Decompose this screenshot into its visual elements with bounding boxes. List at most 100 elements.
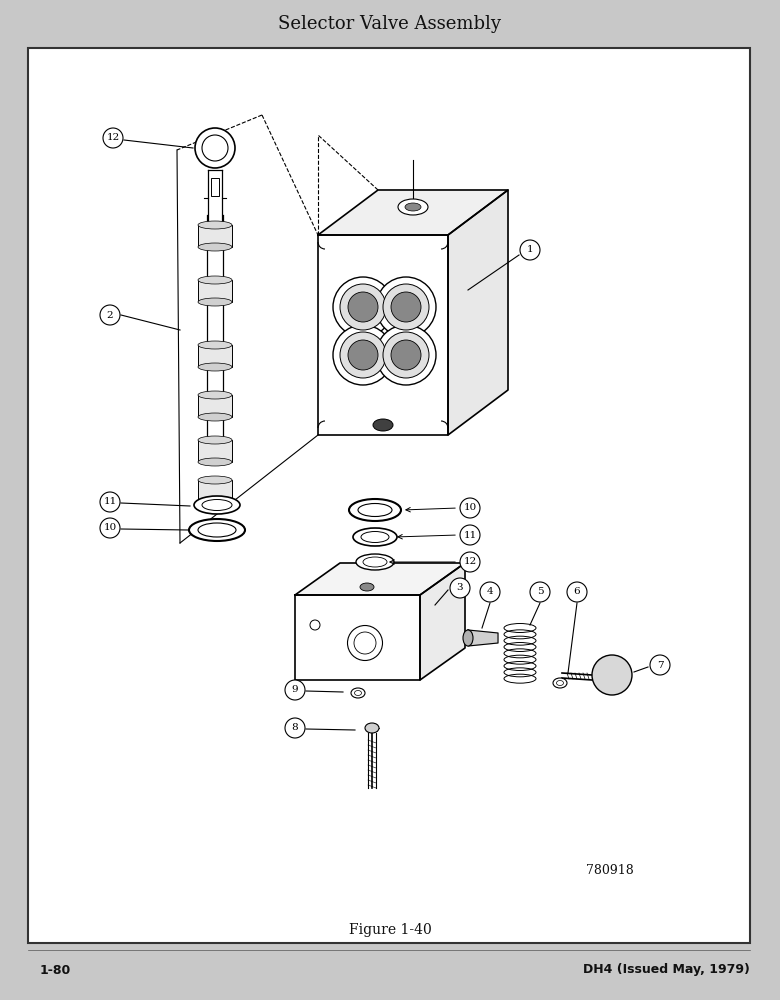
- Ellipse shape: [349, 499, 401, 521]
- Circle shape: [333, 277, 393, 337]
- Text: 10: 10: [104, 524, 117, 532]
- Ellipse shape: [198, 391, 232, 399]
- Circle shape: [348, 340, 378, 370]
- Ellipse shape: [356, 554, 394, 570]
- Ellipse shape: [351, 688, 365, 698]
- Circle shape: [310, 620, 320, 630]
- Ellipse shape: [553, 678, 567, 688]
- Circle shape: [530, 582, 550, 602]
- Ellipse shape: [348, 626, 382, 660]
- Text: 5: 5: [537, 587, 544, 596]
- Ellipse shape: [373, 419, 393, 431]
- Bar: [198, 480, 232, 502]
- Circle shape: [333, 325, 393, 385]
- Text: 2: 2: [107, 310, 113, 320]
- Circle shape: [103, 128, 123, 148]
- Text: Selector Valve Assembly: Selector Valve Assembly: [278, 15, 502, 33]
- Ellipse shape: [198, 243, 232, 251]
- Circle shape: [100, 518, 120, 538]
- Ellipse shape: [202, 499, 232, 510]
- Ellipse shape: [365, 723, 379, 733]
- Text: 9: 9: [292, 686, 298, 694]
- Text: 7: 7: [657, 660, 663, 670]
- Circle shape: [340, 284, 386, 330]
- Ellipse shape: [198, 221, 232, 229]
- Ellipse shape: [463, 630, 473, 646]
- Ellipse shape: [354, 632, 376, 654]
- Ellipse shape: [198, 436, 232, 444]
- Ellipse shape: [198, 341, 232, 349]
- Ellipse shape: [198, 413, 232, 421]
- Ellipse shape: [189, 519, 245, 541]
- Circle shape: [100, 492, 120, 512]
- Text: 8: 8: [292, 724, 298, 732]
- Ellipse shape: [353, 528, 397, 546]
- Ellipse shape: [198, 298, 232, 306]
- Text: 1: 1: [526, 245, 534, 254]
- Circle shape: [460, 498, 480, 518]
- Text: 780918: 780918: [586, 863, 634, 876]
- Ellipse shape: [198, 523, 236, 537]
- Ellipse shape: [194, 496, 240, 514]
- Ellipse shape: [398, 199, 428, 215]
- Bar: [198, 395, 232, 417]
- Ellipse shape: [360, 583, 374, 591]
- Polygon shape: [318, 235, 448, 435]
- Circle shape: [285, 718, 305, 738]
- Circle shape: [450, 578, 470, 598]
- Bar: [198, 345, 232, 367]
- Polygon shape: [448, 190, 508, 435]
- Polygon shape: [295, 563, 465, 595]
- Text: 10: 10: [463, 504, 477, 512]
- Polygon shape: [295, 595, 420, 680]
- Text: 12: 12: [463, 558, 477, 566]
- Circle shape: [391, 292, 421, 322]
- Circle shape: [391, 340, 421, 370]
- Polygon shape: [420, 563, 465, 680]
- Bar: [198, 280, 232, 302]
- Ellipse shape: [361, 532, 389, 542]
- Circle shape: [460, 525, 480, 545]
- Circle shape: [383, 284, 429, 330]
- Polygon shape: [318, 190, 508, 235]
- Ellipse shape: [354, 690, 361, 696]
- Ellipse shape: [198, 276, 232, 284]
- Circle shape: [592, 655, 632, 695]
- Text: 11: 11: [463, 530, 477, 540]
- Circle shape: [460, 552, 480, 572]
- Circle shape: [285, 680, 305, 700]
- Circle shape: [195, 128, 235, 168]
- Circle shape: [376, 277, 436, 337]
- Bar: [198, 440, 232, 462]
- Circle shape: [383, 332, 429, 378]
- Circle shape: [348, 292, 378, 322]
- Text: 4: 4: [487, 587, 493, 596]
- Text: 1-80: 1-80: [40, 964, 71, 976]
- Circle shape: [202, 135, 228, 161]
- Circle shape: [100, 305, 120, 325]
- Ellipse shape: [198, 476, 232, 484]
- Ellipse shape: [363, 557, 387, 567]
- Text: 12: 12: [106, 133, 119, 142]
- Text: Figure 1-40: Figure 1-40: [349, 923, 431, 937]
- Bar: [28, 48, 750, 943]
- Circle shape: [376, 325, 436, 385]
- Text: DH4 (Issued May, 1979): DH4 (Issued May, 1979): [583, 964, 750, 976]
- Bar: [198, 225, 232, 247]
- Ellipse shape: [198, 458, 232, 466]
- Text: 6: 6: [573, 587, 580, 596]
- Ellipse shape: [198, 363, 232, 371]
- Circle shape: [567, 582, 587, 602]
- Circle shape: [650, 655, 670, 675]
- Bar: [211, 178, 219, 196]
- Ellipse shape: [198, 498, 232, 506]
- Ellipse shape: [405, 203, 421, 211]
- Ellipse shape: [358, 504, 392, 516]
- Text: 3: 3: [456, 584, 463, 592]
- Polygon shape: [468, 630, 498, 646]
- Ellipse shape: [556, 680, 563, 686]
- Circle shape: [480, 582, 500, 602]
- Circle shape: [520, 240, 540, 260]
- Circle shape: [340, 332, 386, 378]
- Text: 11: 11: [104, 497, 117, 506]
